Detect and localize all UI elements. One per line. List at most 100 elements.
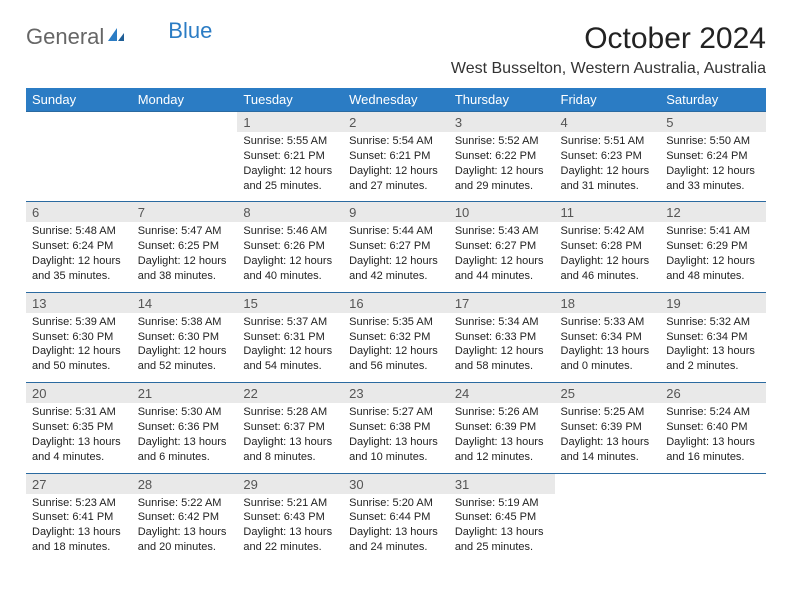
daylight-text: Daylight: 13 hours [561, 344, 655, 359]
day-number-cell: 11 [555, 202, 661, 223]
location: West Busselton, Western Australia, Austr… [451, 60, 766, 78]
daylight-text: and 56 minutes. [349, 359, 443, 374]
daylight-text: and 6 minutes. [138, 450, 232, 465]
daylight-text: Daylight: 12 hours [243, 164, 337, 179]
day-number: 19 [666, 296, 680, 311]
daylight-text: Daylight: 12 hours [349, 164, 443, 179]
day-number: 28 [138, 477, 152, 492]
day-number-cell: 15 [237, 292, 343, 313]
day-number-cell: 9 [343, 202, 449, 223]
daylight-text: Daylight: 12 hours [138, 254, 232, 269]
day-info-cell: Sunrise: 5:48 AMSunset: 6:24 PMDaylight:… [26, 222, 132, 292]
daylight-text: and 20 minutes. [138, 540, 232, 555]
daylight-text: Daylight: 13 hours [32, 525, 126, 540]
sunset-text: Sunset: 6:21 PM [243, 149, 337, 164]
day-number: 5 [666, 115, 673, 130]
daylight-text: Daylight: 12 hours [243, 344, 337, 359]
sunrise-text: Sunrise: 5:38 AM [138, 315, 232, 330]
sunset-text: Sunset: 6:36 PM [138, 420, 232, 435]
daylight-text: Daylight: 13 hours [32, 435, 126, 450]
daylight-text: Daylight: 13 hours [138, 525, 232, 540]
sunrise-text: Sunrise: 5:23 AM [32, 496, 126, 511]
sunset-text: Sunset: 6:30 PM [138, 330, 232, 345]
sunrise-text: Sunrise: 5:27 AM [349, 405, 443, 420]
day-info-cell: Sunrise: 5:55 AMSunset: 6:21 PMDaylight:… [237, 132, 343, 202]
sunset-text: Sunset: 6:37 PM [243, 420, 337, 435]
day-number-cell: 27 [26, 473, 132, 494]
day-info-cell: Sunrise: 5:39 AMSunset: 6:30 PMDaylight:… [26, 313, 132, 383]
day-info-cell: Sunrise: 5:41 AMSunset: 6:29 PMDaylight:… [660, 222, 766, 292]
logo: General Blue [26, 24, 212, 50]
day-number: 26 [666, 386, 680, 401]
sunset-text: Sunset: 6:43 PM [243, 510, 337, 525]
day-number-cell: 3 [449, 112, 555, 133]
day-number-cell: 7 [132, 202, 238, 223]
daylight-text: and 58 minutes. [455, 359, 549, 374]
daylight-text: and 16 minutes. [666, 450, 760, 465]
header: General Blue October 2024 West Busselton… [26, 22, 766, 78]
sunset-text: Sunset: 6:29 PM [666, 239, 760, 254]
day-info-cell: Sunrise: 5:26 AMSunset: 6:39 PMDaylight:… [449, 403, 555, 473]
day-number: 25 [561, 386, 575, 401]
day-number-cell: 6 [26, 202, 132, 223]
sunrise-text: Sunrise: 5:31 AM [32, 405, 126, 420]
day-number: 30 [349, 477, 363, 492]
day-number: 1 [243, 115, 250, 130]
sunrise-text: Sunrise: 5:25 AM [561, 405, 655, 420]
sunrise-text: Sunrise: 5:22 AM [138, 496, 232, 511]
day-info-cell: Sunrise: 5:51 AMSunset: 6:23 PMDaylight:… [555, 132, 661, 202]
logo-sail-icon [106, 24, 126, 50]
day-number: 15 [243, 296, 257, 311]
day-number-cell [660, 473, 766, 494]
sunrise-text: Sunrise: 5:34 AM [455, 315, 549, 330]
day-number-cell: 12 [660, 202, 766, 223]
sunset-text: Sunset: 6:32 PM [349, 330, 443, 345]
day-number-cell: 24 [449, 383, 555, 404]
day-number: 7 [138, 205, 145, 220]
daylight-text: Daylight: 12 hours [455, 344, 549, 359]
daylight-text: Daylight: 12 hours [32, 254, 126, 269]
day-info-cell: Sunrise: 5:20 AMSunset: 6:44 PMDaylight:… [343, 494, 449, 563]
day-info-cell: Sunrise: 5:19 AMSunset: 6:45 PMDaylight:… [449, 494, 555, 563]
day-info-cell: Sunrise: 5:33 AMSunset: 6:34 PMDaylight:… [555, 313, 661, 383]
sunset-text: Sunset: 6:28 PM [561, 239, 655, 254]
day-number: 8 [243, 205, 250, 220]
daylight-text: and 33 minutes. [666, 179, 760, 194]
daylight-text: Daylight: 12 hours [32, 344, 126, 359]
day-info-cell [660, 494, 766, 563]
day-number-cell: 19 [660, 292, 766, 313]
sunrise-text: Sunrise: 5:42 AM [561, 224, 655, 239]
daylight-text: Daylight: 13 hours [666, 344, 760, 359]
day-info-cell: Sunrise: 5:28 AMSunset: 6:37 PMDaylight:… [237, 403, 343, 473]
date-row: 20212223242526 [26, 383, 766, 404]
calendar-table: Sunday Monday Tuesday Wednesday Thursday… [26, 88, 766, 563]
daylight-text: Daylight: 13 hours [138, 435, 232, 450]
sunrise-text: Sunrise: 5:32 AM [666, 315, 760, 330]
daylight-text: Daylight: 12 hours [243, 254, 337, 269]
day-info-cell: Sunrise: 5:35 AMSunset: 6:32 PMDaylight:… [343, 313, 449, 383]
sunrise-text: Sunrise: 5:52 AM [455, 134, 549, 149]
day-number-cell: 14 [132, 292, 238, 313]
day-number: 31 [455, 477, 469, 492]
day-info-cell: Sunrise: 5:21 AMSunset: 6:43 PMDaylight:… [237, 494, 343, 563]
date-row: 2728293031 [26, 473, 766, 494]
daylight-text: Daylight: 13 hours [243, 435, 337, 450]
day-number-cell [555, 473, 661, 494]
day-number-cell: 28 [132, 473, 238, 494]
info-row: Sunrise: 5:31 AMSunset: 6:35 PMDaylight:… [26, 403, 766, 473]
day-number-cell: 23 [343, 383, 449, 404]
day-info-cell: Sunrise: 5:38 AMSunset: 6:30 PMDaylight:… [132, 313, 238, 383]
day-info-cell [555, 494, 661, 563]
day-number-cell: 2 [343, 112, 449, 133]
day-info-cell: Sunrise: 5:23 AMSunset: 6:41 PMDaylight:… [26, 494, 132, 563]
daylight-text: and 48 minutes. [666, 269, 760, 284]
day-info-cell: Sunrise: 5:37 AMSunset: 6:31 PMDaylight:… [237, 313, 343, 383]
daylight-text: and 4 minutes. [32, 450, 126, 465]
daylight-text: and 2 minutes. [666, 359, 760, 374]
day-number-cell [132, 112, 238, 133]
daylight-text: and 0 minutes. [561, 359, 655, 374]
sunrise-text: Sunrise: 5:55 AM [243, 134, 337, 149]
day-number-cell: 20 [26, 383, 132, 404]
sunrise-text: Sunrise: 5:28 AM [243, 405, 337, 420]
day-info-cell: Sunrise: 5:46 AMSunset: 6:26 PMDaylight:… [237, 222, 343, 292]
